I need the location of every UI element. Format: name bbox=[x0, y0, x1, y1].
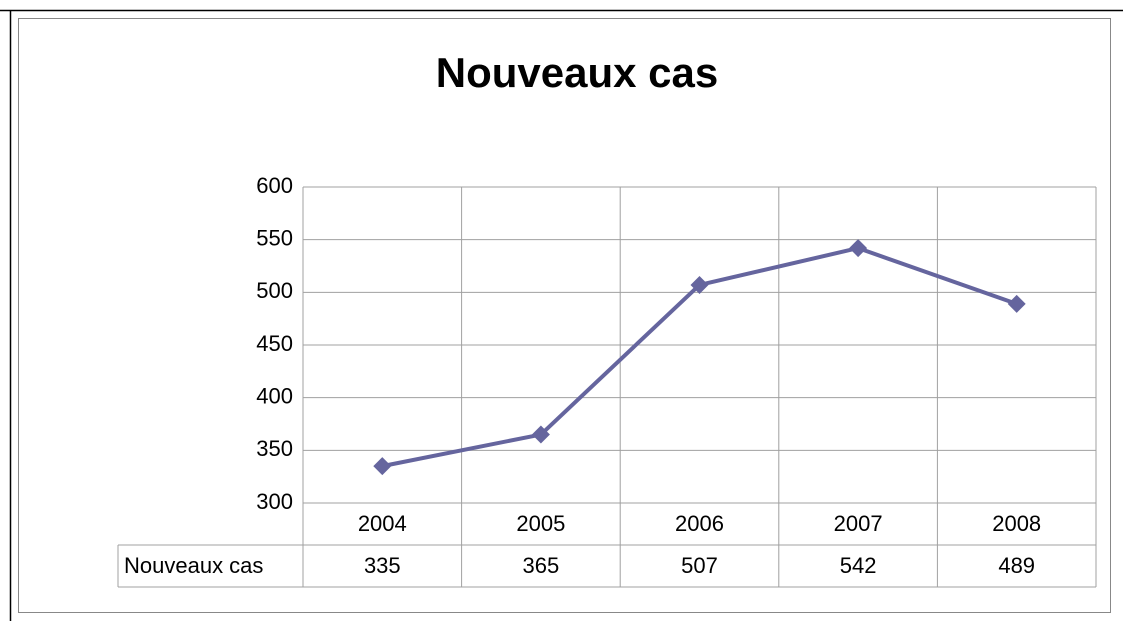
chart-title: Nouveaux cas bbox=[436, 49, 718, 96]
y-tick-label: 500 bbox=[256, 278, 293, 303]
point-marker bbox=[690, 275, 709, 294]
y-tick-label: 600 bbox=[256, 173, 293, 198]
point-marker bbox=[1007, 294, 1026, 313]
table-value: 365 bbox=[523, 553, 560, 578]
point-marker bbox=[849, 239, 868, 258]
table-value: 489 bbox=[998, 553, 1035, 578]
y-tick-label: 550 bbox=[256, 225, 293, 250]
x-tick-label: 2007 bbox=[834, 511, 883, 536]
x-tick-label: 2004 bbox=[358, 511, 407, 536]
y-tick-label: 300 bbox=[256, 489, 293, 514]
table-row-header: Nouveaux cas bbox=[124, 553, 263, 578]
point-marker bbox=[373, 457, 392, 476]
point-marker bbox=[531, 425, 550, 444]
x-tick-label: 2008 bbox=[992, 511, 1041, 536]
x-tick-label: 2005 bbox=[516, 511, 565, 536]
chart-border bbox=[18, 18, 1111, 613]
table-value: 507 bbox=[681, 553, 718, 578]
table-value: 335 bbox=[364, 553, 401, 578]
y-tick-label: 400 bbox=[256, 383, 293, 408]
x-tick-label: 2006 bbox=[675, 511, 724, 536]
table-value: 542 bbox=[840, 553, 877, 578]
y-tick-label: 450 bbox=[256, 331, 293, 356]
y-tick-label: 350 bbox=[256, 436, 293, 461]
